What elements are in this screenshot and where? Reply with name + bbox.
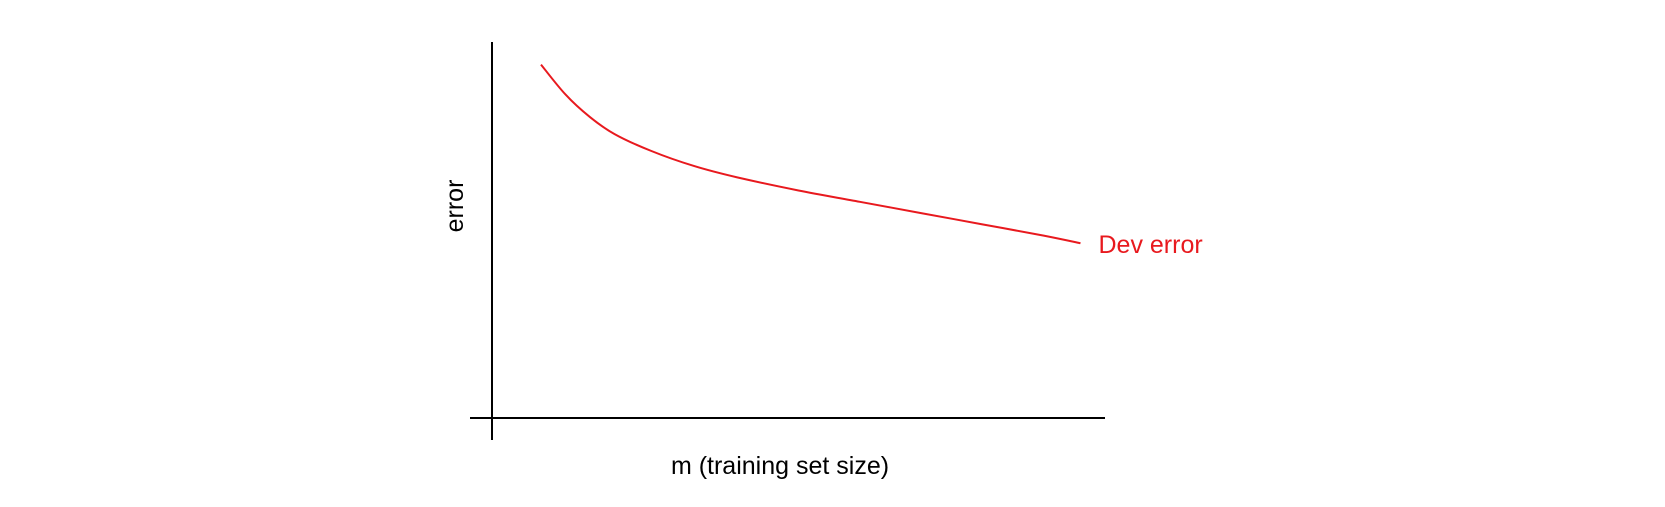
axes — [470, 42, 1105, 440]
series-layer: Dev error — [540, 63, 1203, 259]
series-label-0: Dev error — [1099, 231, 1203, 259]
series-line-0 — [540, 63, 1081, 245]
x-axis-label: m (training set size) — [671, 452, 889, 480]
y-axis-label: error — [441, 180, 469, 233]
